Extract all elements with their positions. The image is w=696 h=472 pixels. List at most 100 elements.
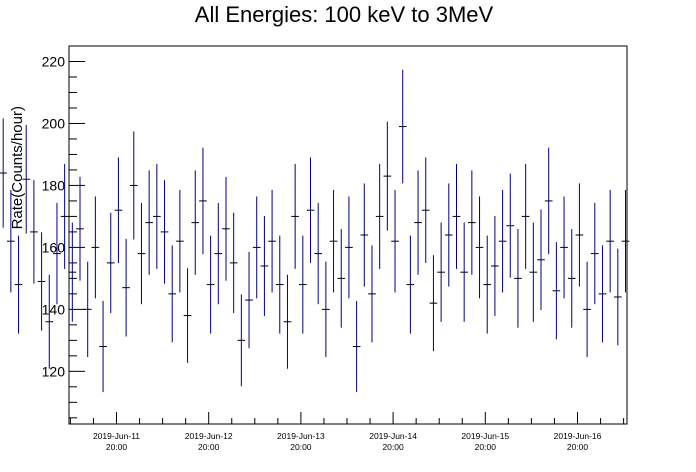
data-point (414, 170, 422, 275)
data-point (521, 163, 530, 269)
y-tick-label: 120 (42, 363, 66, 379)
data-point (222, 176, 230, 281)
data-point (475, 196, 484, 299)
data-point (122, 238, 130, 337)
data-point (45, 274, 54, 369)
data-point (329, 189, 338, 293)
data-point (252, 196, 261, 299)
data-point (598, 245, 607, 343)
data-point (275, 235, 284, 334)
data-point (452, 163, 461, 269)
data-point (22, 124, 31, 234)
data-point (606, 189, 614, 293)
data-point (337, 229, 346, 328)
x-tick-date: 2019-Jun-14 (369, 431, 417, 441)
x-tick-time: 20:00 (475, 442, 497, 452)
x-axis: 2019-Jun-1120:002019-Jun-1220:002019-Jun… (69, 412, 625, 452)
y-tick-label: 220 (42, 53, 66, 69)
data-point (260, 215, 269, 316)
data-point (383, 121, 392, 231)
x-tick-time: 20:00 (382, 442, 404, 452)
data-point (460, 222, 469, 322)
data-point (552, 242, 561, 340)
data-point (544, 147, 553, 255)
data-point (160, 180, 169, 284)
data-point (567, 229, 576, 328)
data-point (53, 202, 61, 305)
x-tick-time: 20:00 (198, 442, 220, 452)
data-point (590, 202, 599, 305)
y-tick-label: 180 (42, 177, 66, 193)
data-point (7, 189, 15, 293)
data-point (491, 215, 499, 316)
data-point (291, 163, 299, 269)
x-tick-time: 20:00 (106, 442, 128, 452)
x-tick-date: 2019-Jun-12 (185, 431, 233, 441)
data-point (191, 170, 200, 275)
x-tick-date: 2019-Jun-15 (461, 431, 509, 441)
data-point (145, 170, 153, 275)
data-point (283, 274, 292, 369)
data-point (575, 183, 584, 287)
data-point (483, 235, 492, 334)
y-axis: 120 140 160 180 200 220 (42, 53, 85, 419)
data-point (199, 147, 207, 255)
data-point (129, 131, 138, 240)
data-point (68, 222, 77, 322)
x-tick-date: 2019-Jun-16 (554, 431, 602, 441)
data-point (613, 248, 622, 346)
data-point (114, 157, 123, 264)
data-point (391, 189, 399, 293)
data-point (506, 173, 515, 278)
data-point (314, 202, 323, 305)
data-point (529, 222, 538, 322)
data-point (137, 202, 146, 305)
data-point (91, 196, 100, 299)
data-point (498, 189, 507, 293)
data-point (360, 183, 369, 287)
data-point (176, 189, 184, 293)
chart-title: All Energies: 100 keV to 3MeV (195, 2, 494, 27)
y-tick-label: 200 (42, 115, 66, 131)
data-point (375, 163, 384, 269)
data-point (368, 245, 376, 343)
y-tick-label: 140 (42, 301, 66, 317)
data-point (14, 235, 23, 334)
data-point (537, 209, 545, 311)
data-point (99, 300, 107, 393)
data-point (352, 300, 361, 393)
data-point (206, 235, 215, 334)
data-point (37, 232, 46, 331)
data-point (421, 157, 430, 264)
data-point (237, 294, 246, 387)
data-point (398, 69, 407, 184)
data-point (583, 261, 591, 358)
y-tick-label: 160 (42, 239, 66, 255)
data-point (245, 251, 253, 349)
data-point (298, 235, 307, 334)
data-point (429, 255, 438, 352)
data-point (30, 180, 38, 284)
data-point (268, 189, 276, 293)
data-point (106, 212, 115, 314)
data-point (152, 163, 161, 269)
data-point (444, 183, 453, 287)
plot-frame (68, 45, 628, 425)
data-point (514, 229, 522, 328)
x-tick-time: 20:00 (290, 442, 312, 452)
data-point (76, 176, 84, 281)
data-point (168, 245, 177, 343)
x-tick-date: 2019-Jun-13 (277, 431, 325, 441)
data-point (406, 235, 415, 334)
data-point (437, 222, 445, 322)
x-tick-date: 2019-Jun-11 (93, 431, 140, 441)
data-point (621, 189, 630, 293)
data-point (560, 196, 568, 299)
data-point (306, 157, 315, 264)
y-axis-label: Rate(Counts/hour) (9, 106, 26, 229)
data-point (345, 196, 353, 299)
data-series (0, 69, 630, 393)
data-point (229, 212, 238, 314)
data-point (60, 163, 69, 269)
x-tick-time: 20:00 (567, 442, 589, 452)
